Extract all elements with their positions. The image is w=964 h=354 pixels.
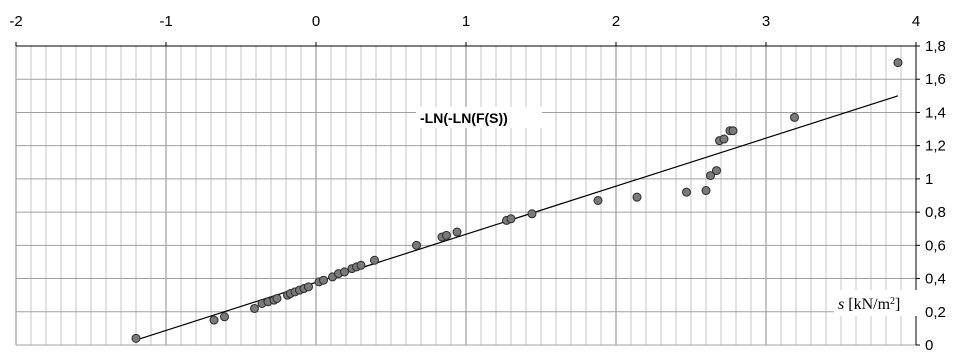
y-tick-label: 1,6 [925, 71, 946, 88]
data-point [527, 209, 537, 219]
data-point [370, 255, 379, 265]
data-point [706, 171, 715, 181]
data-point [356, 260, 366, 270]
y-tick-label: 1,2 [925, 138, 946, 155]
data-point [220, 312, 229, 322]
data-point [506, 214, 516, 224]
data-point [209, 315, 219, 325]
data-point [272, 293, 282, 303]
fit-line [135, 95, 899, 341]
unit-label: s [kN/m2] [838, 296, 900, 314]
data-point [319, 275, 328, 285]
y-tick-label: 0,2 [925, 304, 946, 321]
y-tick-label: 1,8 [925, 38, 946, 55]
data-point [452, 227, 462, 237]
trend-line [135, 95, 899, 341]
data-point [632, 192, 642, 202]
data-point [893, 58, 903, 68]
data-point [593, 195, 603, 205]
series-label-box [416, 107, 542, 128]
x-tick-label: -1 [159, 13, 172, 30]
data-point [719, 134, 729, 144]
data-point [250, 303, 259, 313]
y-tick-label: 0,8 [925, 204, 946, 221]
unit-label-box [834, 290, 920, 316]
y-tick-label: 1 [925, 171, 933, 188]
data-point [701, 186, 711, 196]
data-point [304, 282, 313, 292]
data-point [728, 126, 738, 136]
y-tick-label: 0,6 [925, 237, 946, 254]
y-tick-label: 0 [925, 337, 933, 354]
data-point [131, 333, 141, 343]
plot-grid [15, 45, 917, 346]
x-tick-label: 4 [912, 13, 920, 30]
x-tick-label: 1 [462, 13, 470, 30]
data-point [340, 267, 349, 277]
data-points [131, 58, 903, 343]
x-tick-label: -2 [9, 13, 22, 30]
x-tick-label: 2 [612, 13, 620, 30]
x-tick-label: 0 [312, 13, 320, 30]
data-point [790, 112, 799, 122]
data-point [682, 187, 691, 197]
y-tick-label: 1,4 [925, 104, 946, 121]
y-tick-label: 0,4 [925, 271, 946, 288]
x-tick-label: 3 [762, 13, 770, 30]
series-label: -LN(-LN(F(S)) [420, 110, 508, 126]
data-point [442, 230, 451, 240]
y-axis-ticks: 0 0,2 0,4 0,6 0,8 1 1,2 1,4 1,6 1,8 [916, 38, 946, 354]
data-point [712, 166, 721, 176]
x-axis-ticks: -2 -1 0 1 2 3 4 [9, 13, 920, 46]
data-point [412, 240, 421, 250]
